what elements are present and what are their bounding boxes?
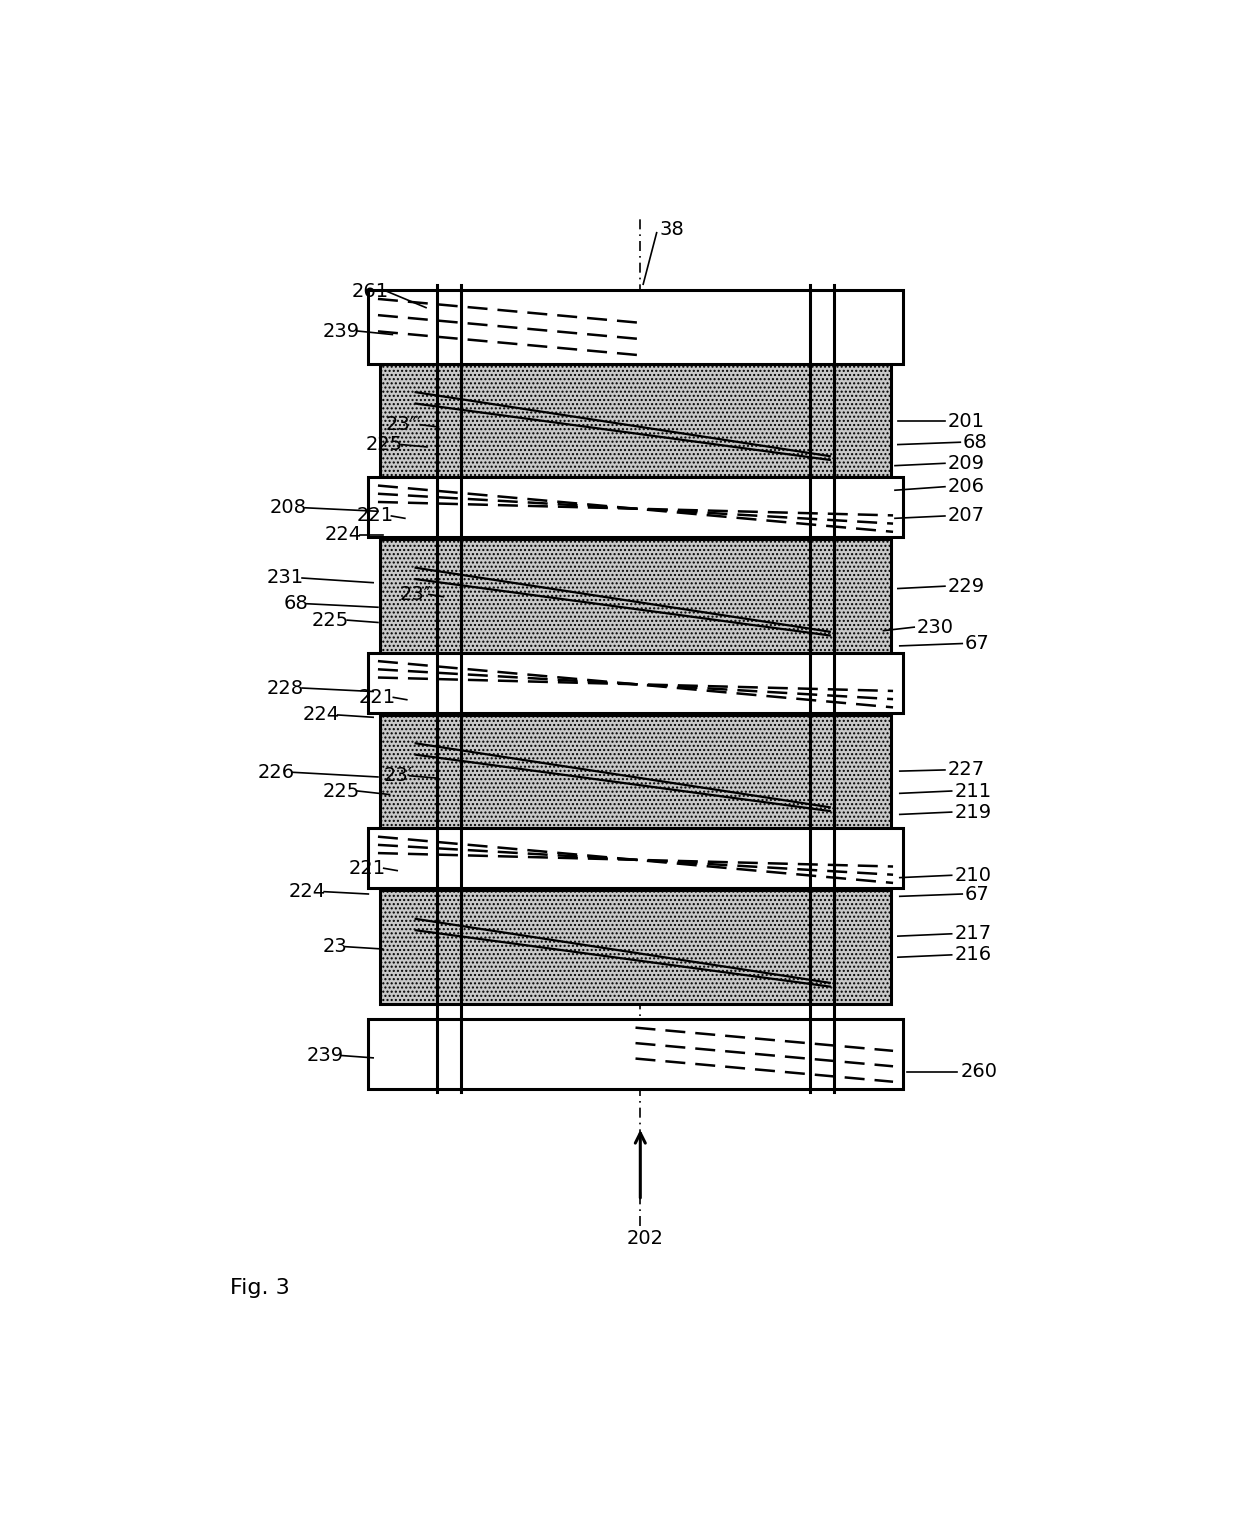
Text: 229: 229 <box>947 576 985 596</box>
Text: 23″′: 23″′ <box>386 415 422 435</box>
Bar <box>379 540 892 654</box>
Text: 226: 226 <box>257 763 294 781</box>
Text: 225: 225 <box>366 435 403 454</box>
Text: 239: 239 <box>322 322 360 340</box>
Bar <box>368 477 903 537</box>
Text: 210: 210 <box>955 866 992 885</box>
Text: 216: 216 <box>955 945 992 964</box>
Bar <box>379 891 892 1005</box>
Bar <box>379 363 892 477</box>
Text: 225: 225 <box>312 611 350 629</box>
Text: 211: 211 <box>955 781 992 801</box>
Text: 67: 67 <box>965 885 990 903</box>
Text: 23″: 23″ <box>399 585 432 603</box>
Text: 208: 208 <box>270 499 306 517</box>
Text: 224: 224 <box>325 526 362 544</box>
Text: 38: 38 <box>660 220 684 239</box>
Text: 239: 239 <box>306 1046 343 1066</box>
Text: 67: 67 <box>965 634 990 654</box>
Text: 227: 227 <box>947 760 985 780</box>
Text: 224: 224 <box>289 882 326 901</box>
Text: 206: 206 <box>947 477 985 496</box>
Text: 224: 224 <box>303 705 340 725</box>
Text: 207: 207 <box>947 506 985 526</box>
Bar <box>368 828 903 888</box>
Text: 221: 221 <box>358 689 396 707</box>
Bar <box>379 714 892 828</box>
Text: 23: 23 <box>322 938 347 956</box>
Text: 221: 221 <box>348 859 386 877</box>
Text: 228: 228 <box>267 678 304 698</box>
Text: 68: 68 <box>284 594 309 613</box>
Bar <box>368 654 903 713</box>
Text: 221: 221 <box>356 506 393 526</box>
Text: 68: 68 <box>962 433 987 451</box>
Text: 230: 230 <box>918 617 954 637</box>
Text: 231: 231 <box>267 568 304 588</box>
Text: 219: 219 <box>955 803 992 822</box>
Bar <box>368 290 903 363</box>
Text: 201: 201 <box>947 412 985 430</box>
Text: 217: 217 <box>955 924 992 944</box>
Text: 202: 202 <box>626 1228 663 1248</box>
Text: 209: 209 <box>947 454 985 473</box>
Text: 260: 260 <box>960 1062 997 1081</box>
Text: 225: 225 <box>322 781 360 801</box>
Bar <box>368 1020 903 1090</box>
Text: 261: 261 <box>351 281 388 301</box>
Text: Fig. 3: Fig. 3 <box>229 1278 290 1298</box>
Text: 23′: 23′ <box>383 766 413 786</box>
